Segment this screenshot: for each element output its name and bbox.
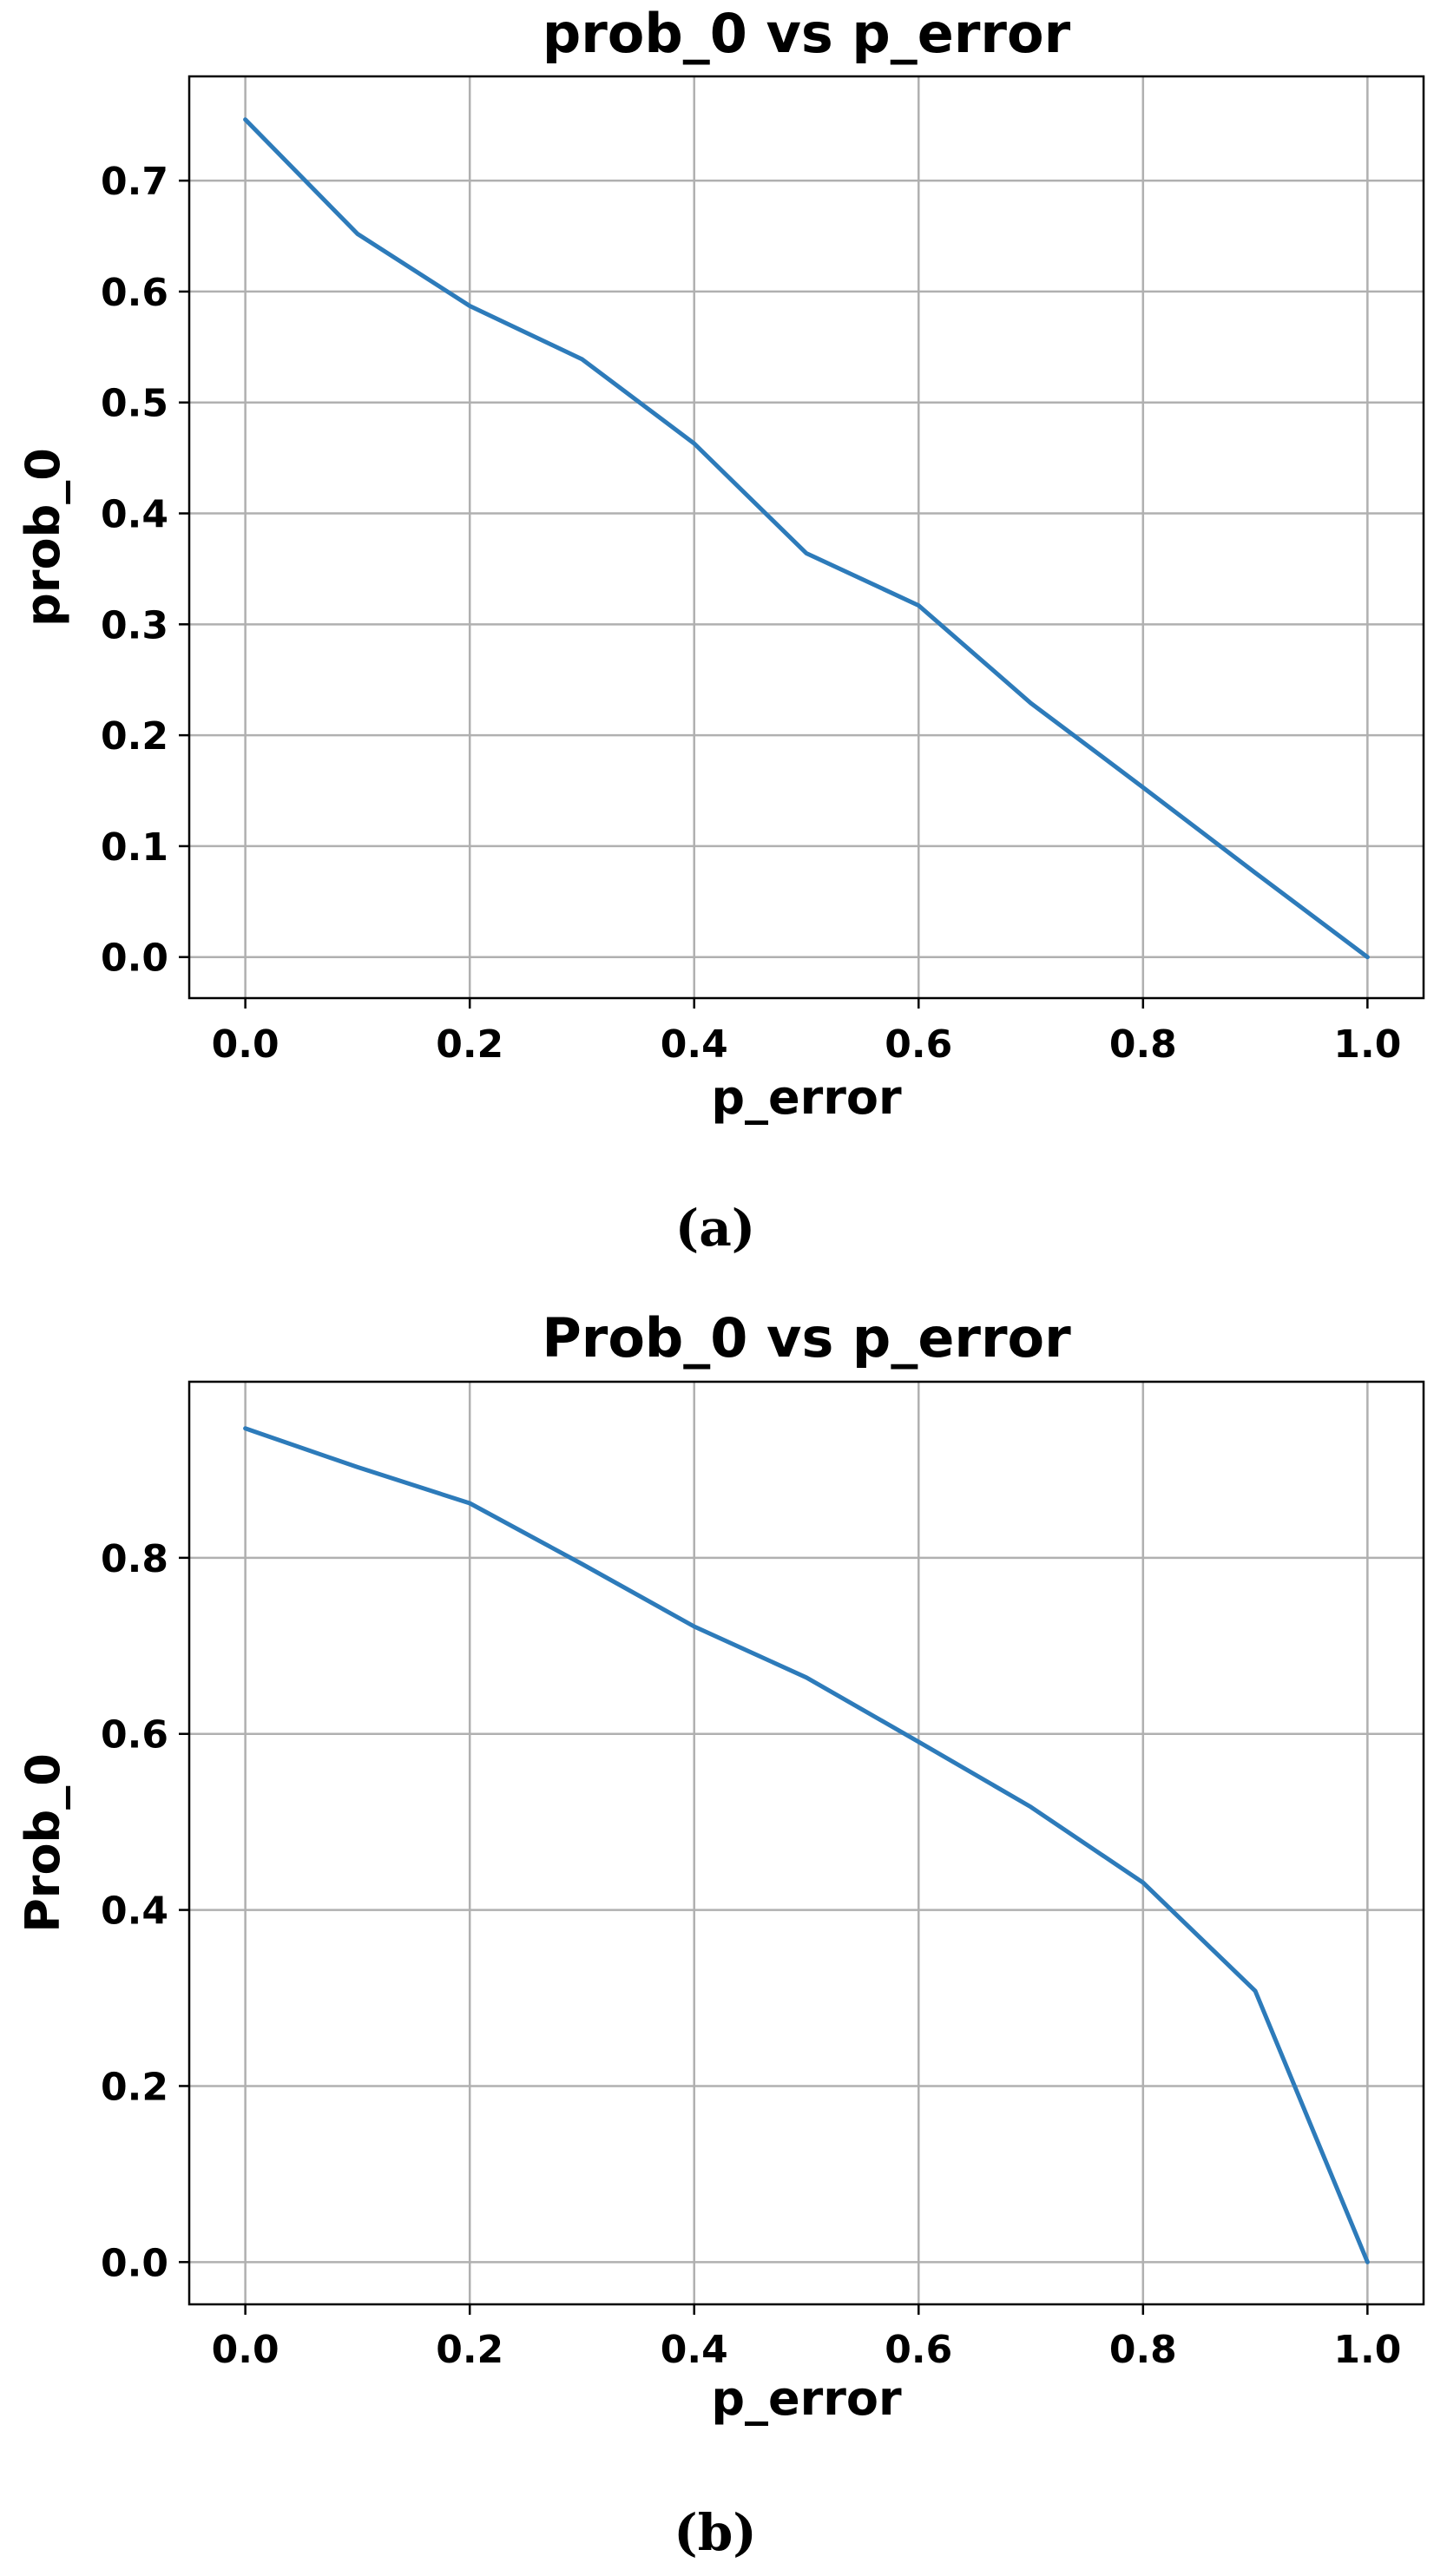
x-tick-label: 0.6 <box>885 2328 952 2372</box>
y-tick-label: 0.4 <box>101 1889 168 1934</box>
x-tick-label: 1.0 <box>1333 2328 1401 2372</box>
chart-title: Prob_0 vs p_error <box>542 1306 1071 1370</box>
y-tick-label: 0.6 <box>101 271 168 315</box>
y-tick-label: 0.2 <box>101 714 168 759</box>
chart-title: prob_0 vs p_error <box>543 2 1071 65</box>
y-tick-label: 0.3 <box>101 603 168 647</box>
x-tick-label: 0.0 <box>212 1022 280 1067</box>
chart-panel-b: 0.0 0.2 0.4 0.6 0.8 1.0 0.0 0.2 0.4 0.6 0.8 Prob_0 … <box>16 1306 1425 2562</box>
x-tick-label: 0.2 <box>436 1022 503 1067</box>
x-tick-label: 0.4 <box>661 2328 728 2372</box>
panel-caption: (a) <box>675 1199 755 1258</box>
y-tick-label: 0.4 <box>101 493 168 537</box>
y-axis-label: Prob_0 <box>16 1753 70 1933</box>
y-tick-label: 0.0 <box>101 2241 168 2285</box>
x-axis-label: p_error <box>711 1070 902 1125</box>
x-tick-label: 1.0 <box>1333 1022 1401 1067</box>
x-tick-label: 0.6 <box>885 1022 952 1067</box>
y-tick-label: 0.1 <box>101 825 168 870</box>
x-tick-label: 0.2 <box>436 2328 503 2372</box>
x-tick-label: 0.4 <box>661 1022 728 1067</box>
x-tick-label: 0.0 <box>212 2328 280 2372</box>
y-tick-label: 0.0 <box>101 936 168 981</box>
chart-panel-a: 0.0 0.2 0.4 0.6 0.8 1.0 0.0 0.1 0.2 0.3 0.4 0.5 0.6 0… <box>16 2 1425 1258</box>
y-axis-label: prob_0 <box>16 448 70 627</box>
x-tick-label: 0.8 <box>1109 1022 1177 1067</box>
panel-caption: (b) <box>674 2503 756 2562</box>
y-tick-label: 0.6 <box>101 1713 168 1758</box>
y-tick-label: 0.7 <box>101 160 168 204</box>
y-tick-label: 0.8 <box>101 1537 168 1581</box>
y-tick-label: 0.5 <box>101 382 168 426</box>
plot-frame <box>187 75 1425 1000</box>
x-axis-label: p_error <box>711 2371 902 2426</box>
plot-frame <box>187 1380 1425 2306</box>
y-tick-label: 0.2 <box>101 2065 168 2109</box>
x-tick-label: 0.8 <box>1109 2328 1177 2372</box>
